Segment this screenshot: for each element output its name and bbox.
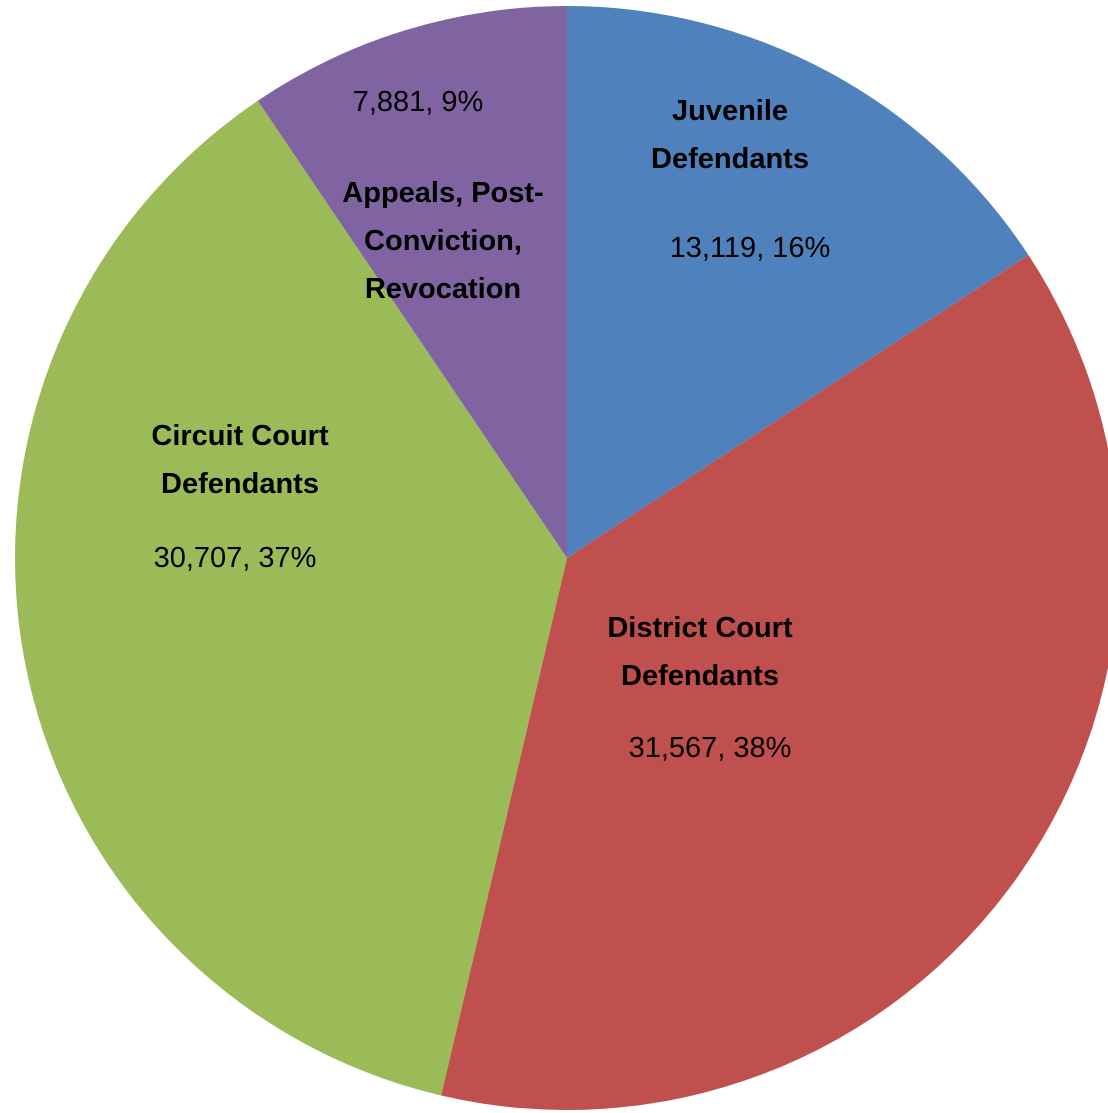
slice-name: District Court Defendants — [607, 612, 793, 692]
pie-slice — [257, 6, 567, 558]
data-label: 31,567, 38% — [628, 732, 792, 764]
pie-slice — [15, 100, 567, 1096]
slice-name: Circuit Court Defendants — [151, 420, 329, 500]
data-label: 13,119, 16% — [669, 232, 831, 264]
data-label: 7,881, 9% — [352, 86, 484, 118]
slice-name: Appeals, Post-Conviction, Revocation — [342, 177, 544, 305]
data-label: 30,707, 37% — [153, 542, 317, 574]
slice-name: Juvenile Defendants — [651, 95, 809, 175]
pie-slice — [441, 255, 1108, 1110]
pie-slice — [567, 6, 1029, 558]
